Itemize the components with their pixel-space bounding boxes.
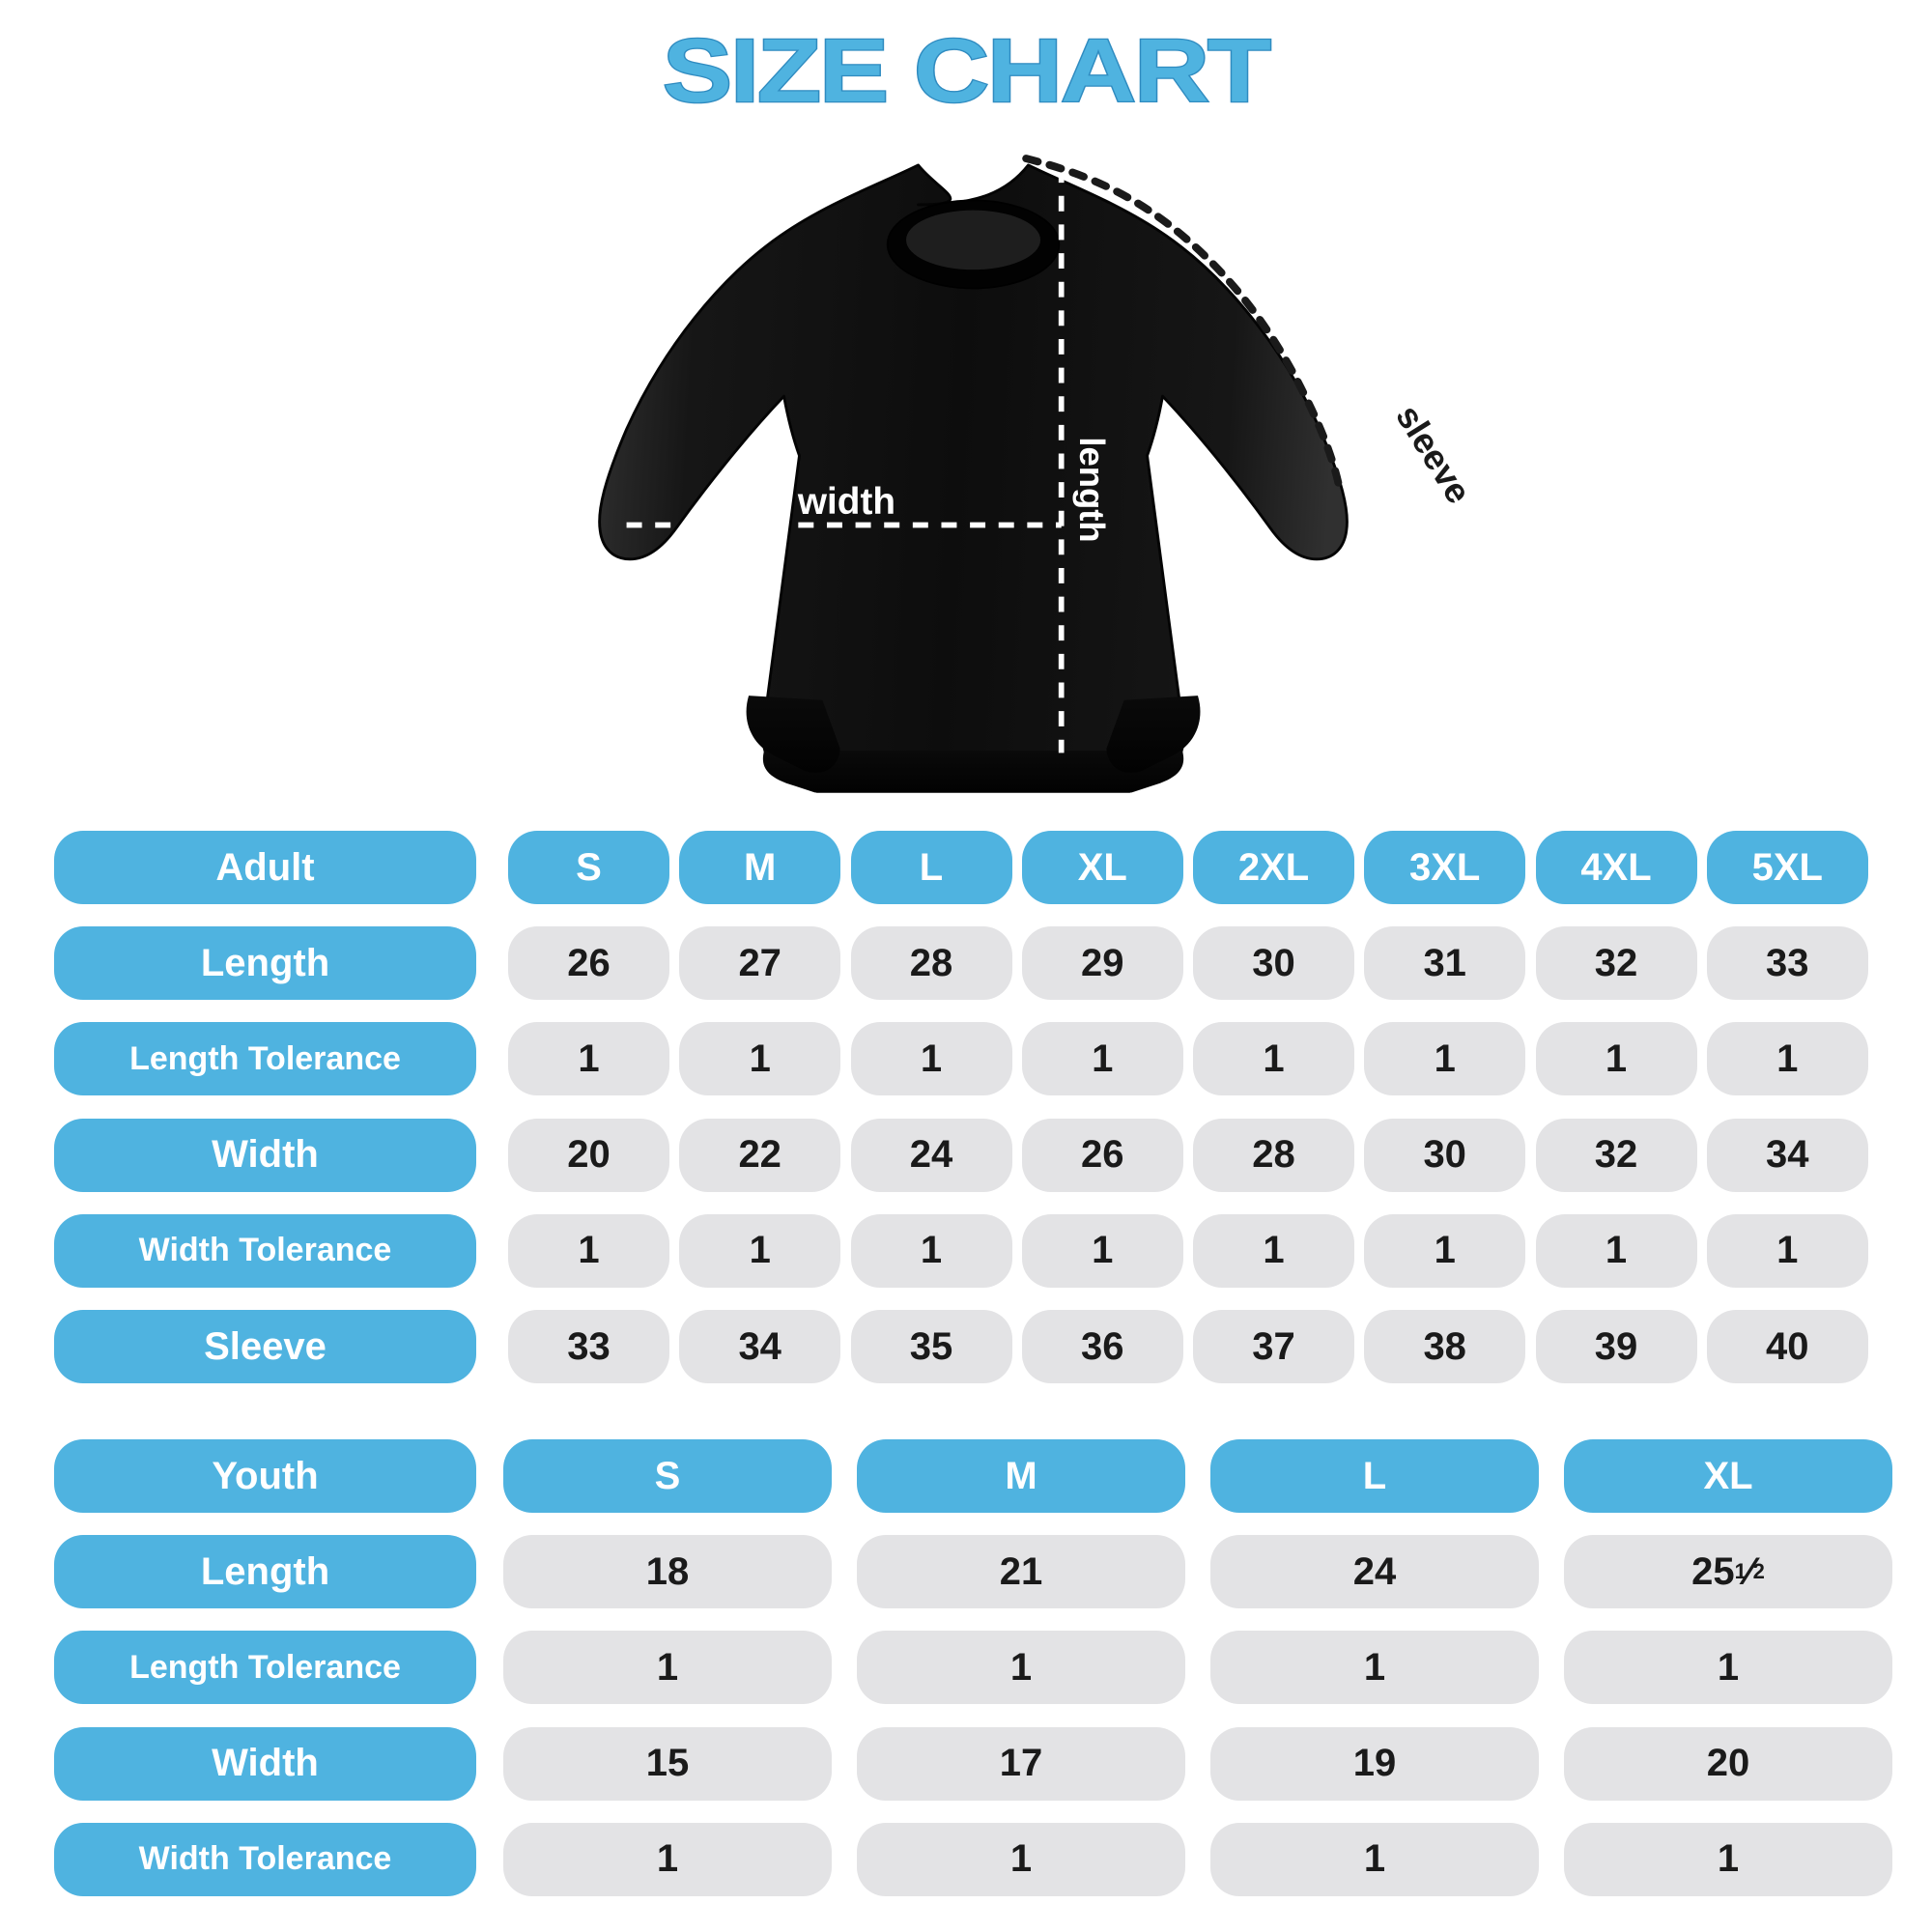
svg-text:sleeve: sleeve xyxy=(1388,398,1479,510)
svg-text:length: length xyxy=(1072,437,1112,542)
svg-text:width: width xyxy=(797,481,895,523)
